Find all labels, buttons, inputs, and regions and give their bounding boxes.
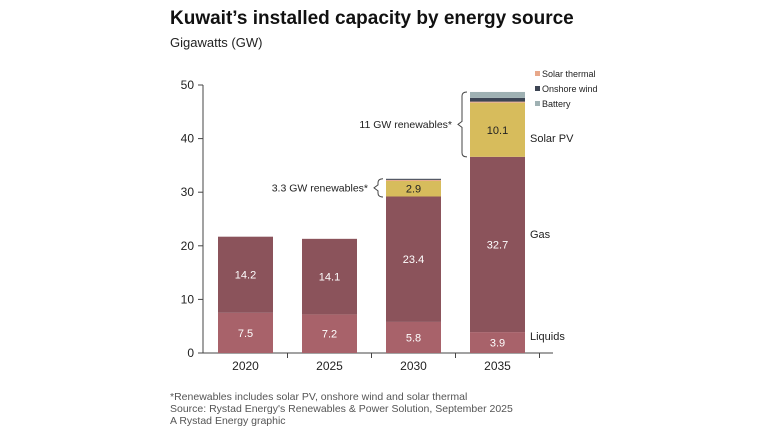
bracket (457, 91, 468, 158)
bar-solar-thermal (470, 101, 525, 103)
legend-swatch (535, 86, 540, 91)
data-label: 10.1 (487, 125, 508, 137)
bar-onshore-wind (386, 178, 441, 180)
y-tick-label: 20 (181, 239, 195, 253)
footnote: *Renewables includes solar PV, onshore w… (170, 391, 468, 403)
credit: A Rystad Energy graphic (170, 415, 286, 427)
legend-label: Battery (542, 99, 571, 109)
x-tick-label: 2035 (484, 359, 511, 373)
series-label: Gas (530, 229, 551, 241)
data-label: 7.5 (238, 328, 253, 340)
bar-liquids (386, 321, 441, 353)
y-tick-label: 0 (187, 346, 194, 360)
y-tick-label: 40 (181, 132, 195, 146)
bar-gas (470, 156, 525, 333)
bar-liquids (470, 332, 525, 353)
bracket (373, 178, 384, 198)
chart-title: Kuwait’s installed capacity by energy so… (170, 8, 574, 29)
bar-liquids (302, 314, 357, 353)
y-tick-label: 50 (181, 78, 195, 92)
y-tick-label: 10 (181, 292, 195, 306)
bar-gas (386, 196, 441, 322)
bar-gas (302, 238, 357, 315)
data-label: 3.9 (490, 338, 505, 350)
annotation: 11 GW renewables* (359, 119, 452, 131)
data-label: 23.4 (403, 254, 424, 266)
data-label: 14.1 (319, 272, 340, 284)
data-label: 32.7 (487, 239, 508, 251)
bar-onshore-wind (470, 97, 525, 102)
y-tick-label: 30 (181, 185, 195, 199)
data-label: 2.9 (406, 184, 421, 196)
bar-battery (470, 91, 525, 98)
x-tick-label: 2025 (316, 359, 343, 373)
data-label: 7.2 (322, 329, 337, 341)
chart-subtitle: Gigawatts (GW) (170, 35, 263, 50)
bar-solar-pv (470, 102, 525, 157)
series-label: Solar PV (530, 133, 574, 145)
data-label: 5.8 (406, 332, 421, 344)
annotation: 3.3 GW renewables* (272, 182, 368, 194)
legend-label: Solar thermal (542, 69, 596, 79)
series-label: Liquids (530, 331, 565, 343)
legend-swatch (535, 71, 540, 76)
source: Source: Rystad Energy's Renewables & Pow… (170, 403, 513, 415)
legend-label: Onshore wind (542, 84, 598, 94)
x-tick-label: 2030 (400, 359, 427, 373)
bar-solar-thermal (386, 179, 441, 181)
bar-liquids (218, 312, 273, 353)
bar-solar-pv (386, 180, 441, 197)
data-label: 14.2 (235, 270, 256, 282)
legend-swatch (535, 101, 540, 106)
x-tick-label: 2020 (232, 359, 259, 373)
bar-gas (218, 236, 273, 313)
